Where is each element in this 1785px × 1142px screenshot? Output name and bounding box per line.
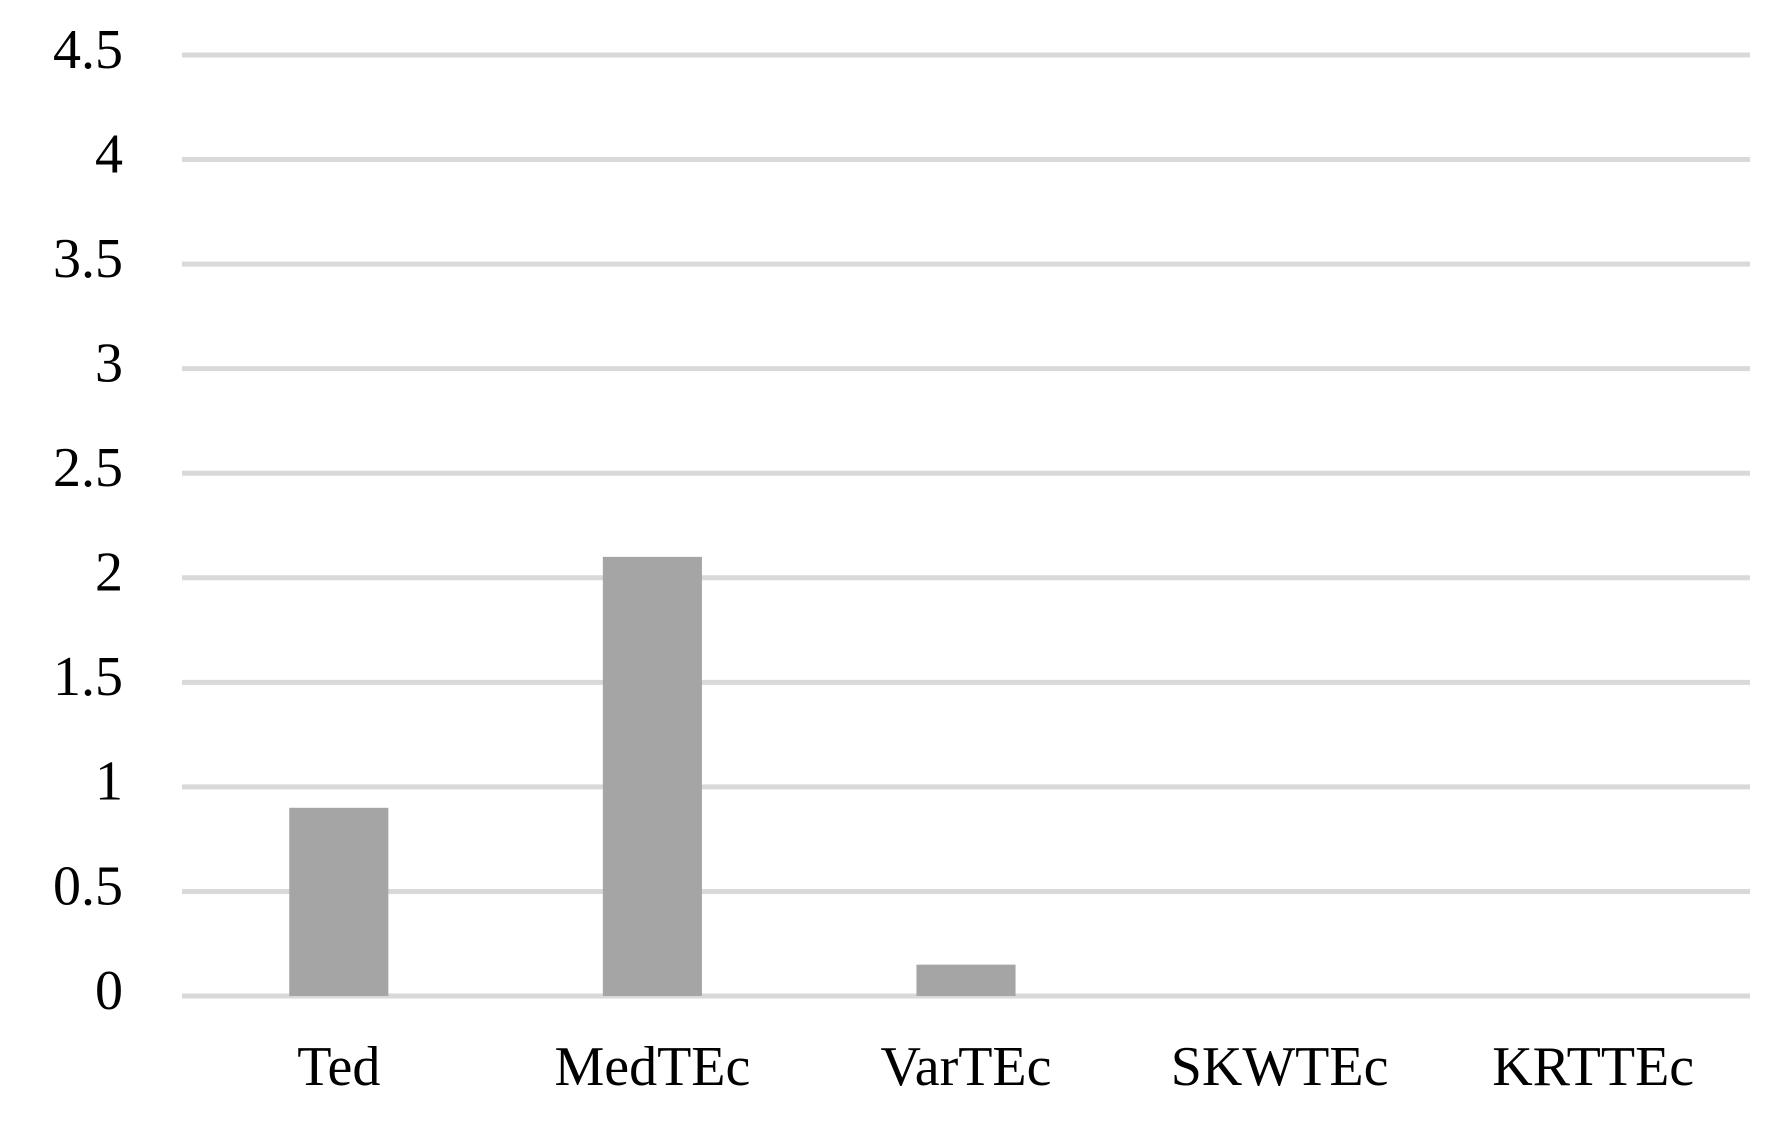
- y-tick-label: 0: [95, 960, 123, 1022]
- y-tick-label: 1.5: [53, 646, 123, 708]
- x-tick-label: SKWTEc: [1171, 1036, 1389, 1098]
- bar: [916, 964, 1016, 996]
- y-tick-label: 1: [95, 751, 123, 813]
- y-tick-label: 0.5: [53, 855, 123, 917]
- y-tick-label: 3.5: [53, 228, 123, 290]
- x-tick-label: VarTEc: [880, 1036, 1051, 1098]
- y-tick-label: 2: [95, 542, 123, 604]
- x-tick-label: MedTEc: [554, 1036, 750, 1098]
- y-tick-label: 4.5: [53, 19, 123, 81]
- y-tick-label: 2.5: [53, 437, 123, 499]
- y-tick-label: 3: [95, 333, 123, 395]
- bar: [602, 556, 702, 996]
- y-tick-label: 4: [95, 123, 123, 185]
- x-tick-label: Ted: [297, 1036, 380, 1098]
- bar: [289, 807, 389, 996]
- x-tick-label: KRTTEc: [1492, 1036, 1694, 1098]
